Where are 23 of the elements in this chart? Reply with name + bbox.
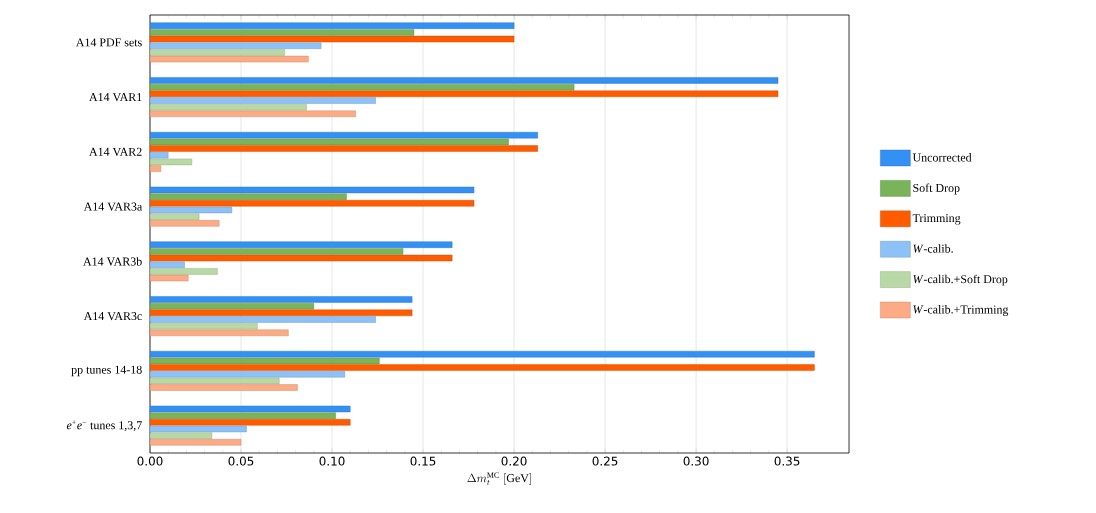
legend-label: W-calib.+Trimming — [913, 305, 1009, 316]
y-tick-label: A14 VAR3c — [83, 312, 142, 321]
x-tick-label: 0.30 — [683, 456, 709, 466]
x-tick-label: 0.25 — [592, 456, 618, 466]
legend-label: Trimming — [912, 214, 961, 225]
y-tick-label: pp tunes 14-18 — [71, 365, 142, 377]
x-tick-label: 0.35 — [774, 456, 800, 466]
x-tick-label: 0.15 — [410, 456, 436, 466]
y-tick-label: A14 VAR2 — [89, 147, 142, 156]
y-tick-label: A14 VAR3b — [83, 257, 142, 266]
legend-label: W-calib.+Soft Drop — [913, 274, 1008, 286]
legend-label: Soft Drop — [913, 183, 960, 195]
x-tick-label: 0.05 — [228, 456, 254, 466]
y-tick-label: A14 VAR3a — [83, 202, 143, 211]
x-tick-label: 0.20 — [501, 456, 527, 466]
y-tick-label: A14 PDF sets — [75, 38, 142, 47]
x-axis-title: $\Delta m_{t}^{\mathrm{MC}}\;[\mathrm{GeV}]$ — [467, 472, 531, 486]
legend-label: Uncorrected — [912, 153, 972, 162]
y-tick-label: e$^{+}$e$^{−}$ tunes 1,3,7 — [66, 420, 142, 431]
x-tick-label: 0.00 — [137, 456, 163, 466]
x-tick-label: 0.10 — [319, 456, 345, 466]
y-tick-label: A14 VAR1 — [89, 93, 142, 102]
legend-label: W-calib. — [913, 244, 953, 253]
